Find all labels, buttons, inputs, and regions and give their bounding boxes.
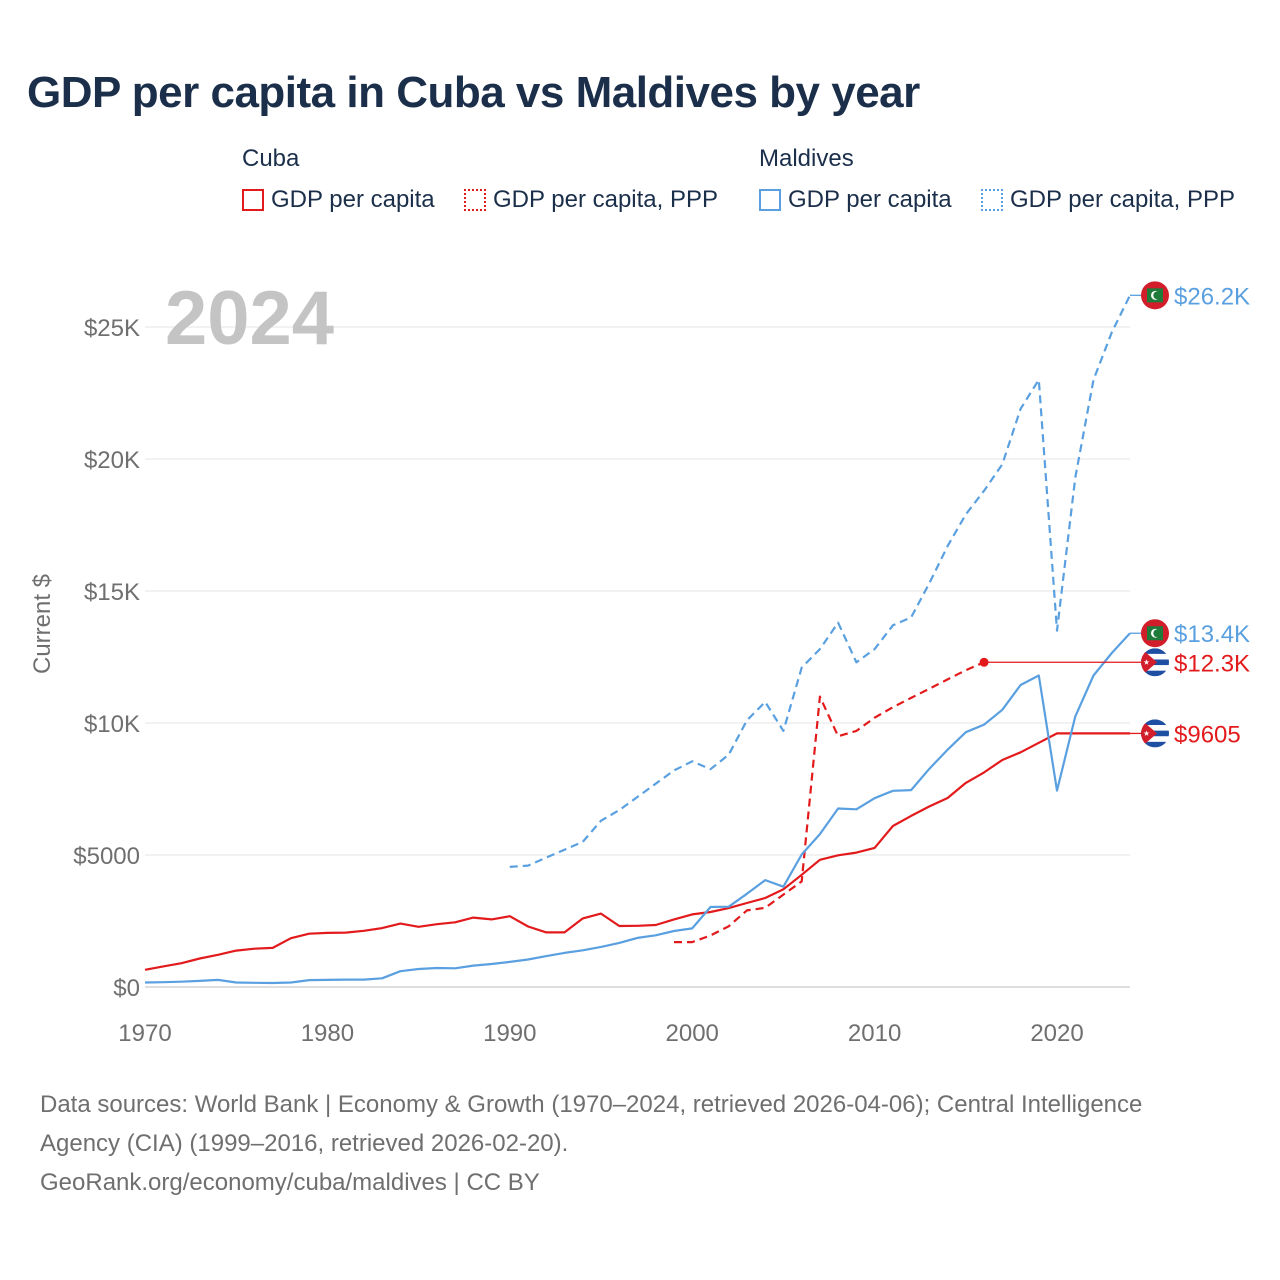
source-line-1: Data sources: World Bank | Economy & Gro…	[40, 1091, 1143, 1118]
y-axis: $0 $5000 $10K $15K $20K $25K	[73, 315, 140, 1002]
x-tick-label: 1980	[301, 1020, 354, 1047]
x-tick-label: 1970	[118, 1020, 171, 1047]
y-tick-label: $5000	[73, 843, 140, 870]
cuba-flag-icon	[1141, 719, 1169, 748]
legend-label-maldives-ppp: GDP per capita, PPP	[1010, 186, 1235, 213]
series-line	[509, 294, 1131, 868]
footer: Data sources: World Bank | Economy & Gro…	[40, 1085, 1240, 1202]
x-tick-label: 2020	[1030, 1020, 1083, 1047]
maldives-flag-icon	[1141, 281, 1169, 310]
x-tick-label: 2010	[848, 1020, 901, 1047]
end-value-label: $26.2K	[1174, 283, 1250, 310]
legend-label-maldives-gdp: GDP per capita	[788, 186, 952, 213]
maldives-flag-icon	[1141, 619, 1169, 648]
x-axis: 1970 1980 1990 2000 2010 2020	[118, 1020, 1083, 1047]
gridlines	[145, 326, 1130, 988]
chart-title: GDP per capita in Cuba vs Maldives by ye…	[27, 68, 920, 117]
legend-label-cuba-gdp: GDP per capita	[271, 186, 435, 213]
end-value-label: $12.3K	[1174, 650, 1250, 677]
y-tick-label: $20K	[84, 447, 140, 474]
x-tick-label: 1990	[483, 1020, 536, 1047]
legend-swatch-maldives-gdp	[759, 189, 781, 211]
legend-swatch-maldives-ppp	[981, 189, 1003, 211]
y-tick-label: $25K	[84, 315, 140, 342]
y-tick-label: $0	[113, 975, 140, 1002]
x-tick-label: 2000	[666, 1020, 719, 1047]
series-line	[144, 732, 1130, 971]
legend-label-cuba-ppp: GDP per capita, PPP	[493, 186, 718, 213]
source-line-2: Agency (CIA) (1999–2016, retrieved 2026-…	[40, 1130, 569, 1157]
y-tick-label: $15K	[84, 579, 140, 606]
series-lines	[144, 294, 1131, 985]
legend-item-cuba-gdp[interactable]: GDP per capita	[242, 184, 435, 216]
series-line	[674, 661, 985, 944]
end-labels: $26.2K $13.4K$12.3K $9605	[979, 281, 1250, 748]
legend-swatch-cuba-ppp	[464, 189, 486, 211]
series-line	[144, 632, 1131, 985]
y-axis-label: Current $	[29, 574, 56, 674]
end-value-label: $9605	[1174, 721, 1241, 748]
line-chart: $0 $5000 $10K $15K $20K $25K 1970 1980 1990 2000…	[29, 276, 1250, 1047]
y-tick-label: $10K	[84, 711, 140, 738]
source-url[interactable]: GeoRank.org/economy/cuba/maldives | CC B…	[40, 1169, 540, 1196]
legend-item-maldives-ppp[interactable]: GDP per capita, PPP	[981, 184, 1235, 216]
legend-item-cuba-ppp[interactable]: GDP per capita, PPP	[464, 184, 718, 216]
end-value-label: $13.4K	[1174, 621, 1250, 648]
legend-group-maldives: Maldives	[759, 145, 854, 172]
legend-swatch-cuba-gdp	[242, 189, 264, 211]
year-watermark: 2024	[165, 276, 334, 361]
cuba-flag-icon	[1141, 648, 1169, 677]
legend-group-cuba: Cuba	[242, 145, 300, 172]
legend-item-maldives-gdp[interactable]: GDP per capita	[759, 184, 952, 216]
